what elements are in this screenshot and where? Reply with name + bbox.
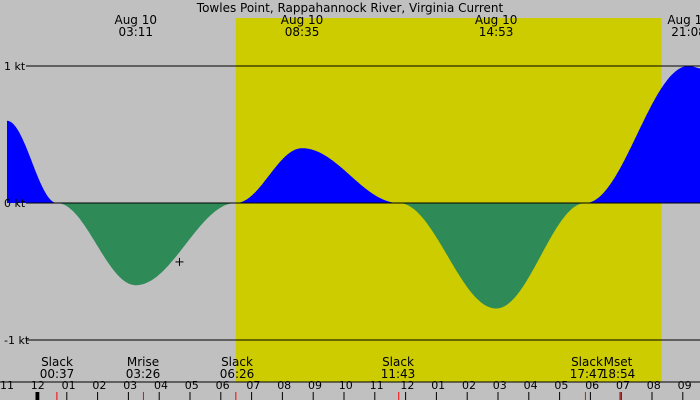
hour-label: 03 — [123, 379, 137, 392]
y-tick-label: -1 kt — [4, 334, 30, 347]
y-tick-label: 1 kt — [4, 60, 26, 73]
event-label: Slack — [41, 355, 73, 369]
hour-label: 07 — [246, 379, 260, 392]
kt-gridlines — [26, 65, 700, 341]
event-time: 03:26 — [126, 367, 161, 381]
midnight-tick — [36, 392, 40, 400]
hour-label: 08 — [277, 379, 291, 392]
event-time: 06:26 — [220, 367, 255, 381]
hour-label: 09 — [678, 379, 692, 392]
event-time: 17:47 — [570, 367, 605, 381]
peak-date: Aug 10 — [114, 13, 157, 27]
event-label: Slack — [571, 355, 603, 369]
hour-label: 01 — [62, 379, 76, 392]
y-tick-label: 0 kt — [4, 197, 26, 210]
event-time: 00:37 — [40, 367, 75, 381]
peak-time: 08:35 — [285, 25, 320, 39]
current-areas — [7, 66, 700, 309]
hour-label: 01 — [431, 379, 445, 392]
hour-label: 05 — [554, 379, 568, 392]
hour-label: 03 — [493, 379, 507, 392]
hour-label: 06 — [585, 379, 599, 392]
hour-label: 12 — [31, 379, 45, 392]
chart-title: Towles Point, Rappahannock River, Virgin… — [196, 1, 504, 15]
hour-axis: 11 12 01 02 03 04 05 06 07 08 09 10 11 12 01 02 03 04 05 06… — [0, 379, 700, 400]
peak-date: Aug 10 — [281, 13, 324, 27]
bottom-event-labels: Slack00:37Mrise03:26Slack06:26Slack11:43… — [40, 355, 636, 381]
event-label: Mset — [604, 355, 633, 369]
hour-label: 09 — [308, 379, 322, 392]
hour-label: 11 — [0, 379, 14, 392]
hour-label: 05 — [185, 379, 199, 392]
ebb-area — [7, 203, 700, 309]
hour-label: 02 — [92, 379, 106, 392]
hour-label: 06 — [216, 379, 230, 392]
peak-date: Aug 10 — [475, 13, 518, 27]
flood-area — [7, 66, 700, 203]
event-time: 11:43 — [381, 367, 416, 381]
hour-label: 10 — [339, 379, 353, 392]
peak-time: 21:08 — [671, 25, 700, 39]
peak-date: Aug 10 — [667, 13, 700, 27]
peak-time: 14:53 — [479, 25, 514, 39]
hour-label: 02 — [462, 379, 476, 392]
y-axis-labels: 1 kt 0 kt -1 kt — [4, 60, 30, 347]
hour-label: 08 — [647, 379, 661, 392]
hour-label: 07 — [616, 379, 630, 392]
event-label: Mrise — [127, 355, 159, 369]
event-time: 18:54 — [601, 367, 636, 381]
peak-time: 03:11 — [118, 25, 153, 39]
hour-label: 12 — [400, 379, 414, 392]
current-time-marker — [175, 257, 184, 266]
hour-label: 04 — [154, 379, 168, 392]
event-label: Slack — [221, 355, 253, 369]
hour-label: 11 — [370, 379, 384, 392]
event-label: Slack — [382, 355, 414, 369]
hour-label: 04 — [524, 379, 538, 392]
